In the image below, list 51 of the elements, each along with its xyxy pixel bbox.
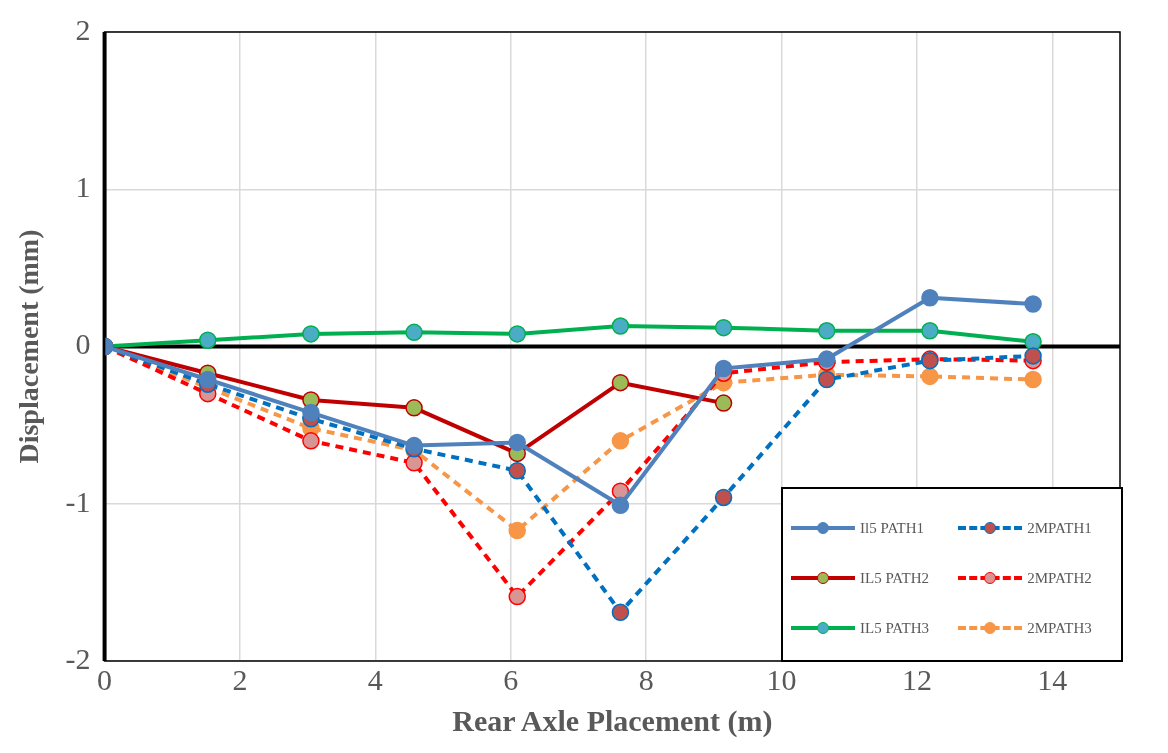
x-tick-label: 10 <box>766 662 797 696</box>
point <box>405 399 423 417</box>
point <box>611 496 630 515</box>
point <box>611 373 630 392</box>
x-axis-title: Rear Axle Placement (m) <box>452 703 773 738</box>
point <box>611 432 630 450</box>
y-tick-label: 1 <box>75 170 91 204</box>
point <box>302 325 320 343</box>
y-tick-label: 2 <box>75 12 91 46</box>
y-tick-label: -2 <box>65 641 91 675</box>
point <box>818 322 836 340</box>
point <box>199 331 217 349</box>
legend-label: 2MPATH1 <box>1027 519 1092 537</box>
y-axis-title: Displacement (mm) <box>13 229 45 464</box>
x-tick-label: 2 <box>232 662 248 696</box>
point <box>1024 370 1042 389</box>
x-tick-label: 6 <box>503 662 519 696</box>
point <box>508 587 526 606</box>
point <box>405 454 423 472</box>
point <box>714 359 733 378</box>
point <box>611 317 630 335</box>
point <box>508 325 526 343</box>
legend-label: 2MPATH3 <box>1027 619 1092 637</box>
x-tick-label: 4 <box>367 662 383 696</box>
point <box>508 521 526 540</box>
point <box>199 370 217 389</box>
x-tick-label: 0 <box>97 662 113 696</box>
point <box>921 322 939 340</box>
point <box>611 603 630 621</box>
point <box>1024 347 1042 365</box>
x-tick-label: 14 <box>1037 662 1068 696</box>
legend-label: Il5 PATH1 <box>860 519 925 537</box>
legend-label: 2MPATH2 <box>1027 569 1092 587</box>
legend-label: IL5 PATH3 <box>860 619 930 637</box>
point <box>302 403 320 422</box>
x-tick-label: 12 <box>901 662 932 696</box>
point <box>921 367 939 386</box>
point <box>714 318 733 337</box>
point <box>921 289 939 307</box>
point <box>818 370 836 389</box>
point <box>714 394 733 412</box>
legend-label: IL5 PATH2 <box>860 569 930 587</box>
point <box>405 323 423 342</box>
y-tick-label: -1 <box>65 484 91 518</box>
point <box>508 433 526 452</box>
y-tick-label: 0 <box>75 327 91 361</box>
point <box>302 432 320 450</box>
point <box>714 488 733 507</box>
point <box>508 461 526 480</box>
point <box>1024 295 1042 313</box>
x-tick-label: 8 <box>638 662 654 696</box>
